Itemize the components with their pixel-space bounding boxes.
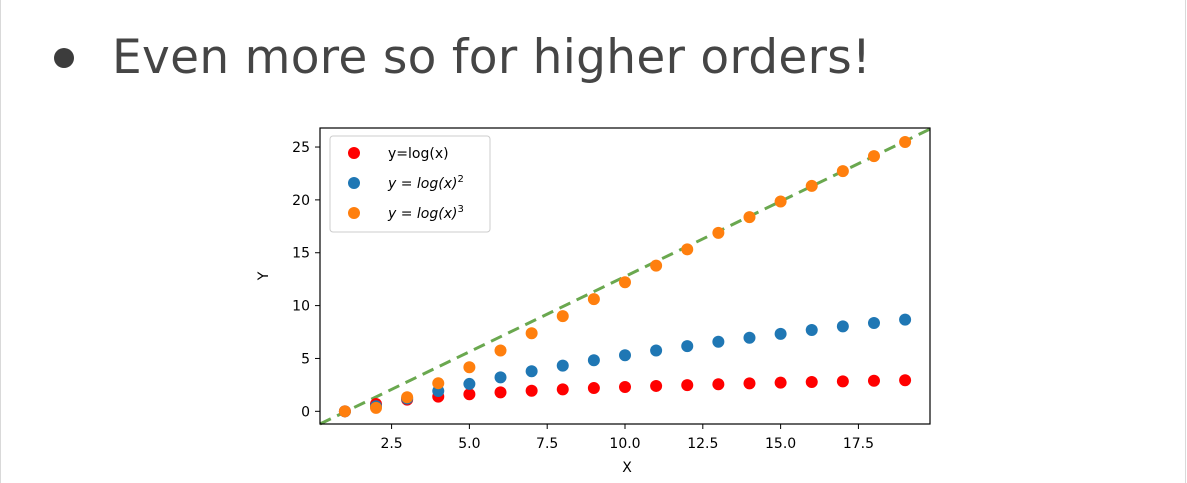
x-tick-label: 5.0 xyxy=(458,436,480,452)
plot-marks xyxy=(319,127,931,426)
data-point-series-2 xyxy=(525,365,538,378)
data-point-series-2 xyxy=(712,335,725,348)
data-point-series-1 xyxy=(681,379,694,392)
data-point-series-3 xyxy=(836,165,849,178)
data-point-series-3 xyxy=(899,135,912,148)
data-point-series-3 xyxy=(338,405,351,418)
data-point-series-3 xyxy=(556,310,569,323)
data-point-series-1 xyxy=(556,383,569,396)
legend-label: y = log(x)2 xyxy=(387,174,464,192)
data-point-series-3 xyxy=(494,344,507,357)
y-tick-label: 20 xyxy=(292,193,310,209)
data-point-series-3 xyxy=(401,391,414,404)
data-point-series-3 xyxy=(743,211,756,224)
data-point-series-1 xyxy=(463,388,476,401)
data-point-series-2 xyxy=(743,331,756,344)
legend: y=log(x) y = log(x)2 y = log(x)3 xyxy=(329,135,491,233)
data-point-series-3 xyxy=(619,276,631,289)
data-point-series-3 xyxy=(712,226,725,239)
data-point-series-2 xyxy=(867,317,880,330)
bullet-item: Even more so for higher orders! xyxy=(54,30,871,85)
legend-marker xyxy=(348,177,360,189)
x-tick-label: 17.5 xyxy=(843,436,874,452)
data-point-series-1 xyxy=(899,374,912,387)
y-tick-label: 25 xyxy=(292,140,310,156)
y-axis-label: Y xyxy=(256,271,272,281)
legend-label: y=log(x) xyxy=(388,146,449,162)
data-point-series-1 xyxy=(774,376,787,389)
y-tick-label: 0 xyxy=(301,404,310,420)
data-point-series-3 xyxy=(370,401,383,414)
data-point-series-1 xyxy=(743,377,756,390)
data-point-series-1 xyxy=(619,381,631,393)
data-point-series-3 xyxy=(525,327,538,340)
data-point-series-2 xyxy=(836,320,849,333)
data-point-series-2 xyxy=(494,371,507,384)
data-point-series-1 xyxy=(712,378,725,391)
data-point-series-3 xyxy=(463,361,476,374)
legend-label: y = log(x)3 xyxy=(387,204,464,222)
x-tick-label: 7.5 xyxy=(536,436,558,452)
y-tick-label: 15 xyxy=(292,246,310,262)
data-point-series-2 xyxy=(650,344,663,357)
data-point-series-3 xyxy=(587,293,600,306)
data-point-series-2 xyxy=(587,354,600,367)
data-point-series-1 xyxy=(805,376,818,389)
data-point-series-3 xyxy=(867,150,880,163)
x-tick-label: 15.0 xyxy=(765,436,796,452)
data-point-series-2 xyxy=(805,324,818,337)
legend-box xyxy=(329,135,491,233)
data-point-series-2 xyxy=(774,327,787,340)
data-point-series-2 xyxy=(619,349,631,362)
data-point-series-1 xyxy=(525,384,538,397)
data-point-series-3 xyxy=(432,377,445,390)
bullet-text: Even more so for higher orders! xyxy=(112,30,872,85)
data-point-series-1 xyxy=(587,382,600,395)
y-tick-label: 5 xyxy=(301,351,310,367)
data-point-series-2 xyxy=(463,377,476,390)
y-tick-label: 10 xyxy=(292,299,310,315)
data-point-series-2 xyxy=(681,340,694,353)
data-point-series-3 xyxy=(650,259,663,272)
data-point-series-1 xyxy=(650,379,663,392)
data-point-series-1 xyxy=(836,375,849,388)
data-point-series-1 xyxy=(494,386,507,399)
x-tick-label: 12.5 xyxy=(687,436,718,452)
data-point-series-3 xyxy=(774,195,787,208)
legend-marker xyxy=(348,207,360,219)
data-point-series-1 xyxy=(867,374,880,387)
data-point-series-3 xyxy=(805,179,818,192)
x-tick-label: 10.0 xyxy=(609,436,640,452)
legend-marker xyxy=(348,147,360,159)
x-axis-label: X xyxy=(622,460,632,476)
bullet-dot-icon xyxy=(54,47,74,68)
data-point-series-2 xyxy=(899,313,912,326)
data-point-series-2 xyxy=(556,359,569,372)
data-point-series-3 xyxy=(681,243,694,256)
x-tick-label: 2.5 xyxy=(380,436,402,452)
axes: 2.5 5.0 7.5 10.0 12.5 15.0 17.5 0 5 10 15 20 25 X Y xyxy=(256,140,874,476)
